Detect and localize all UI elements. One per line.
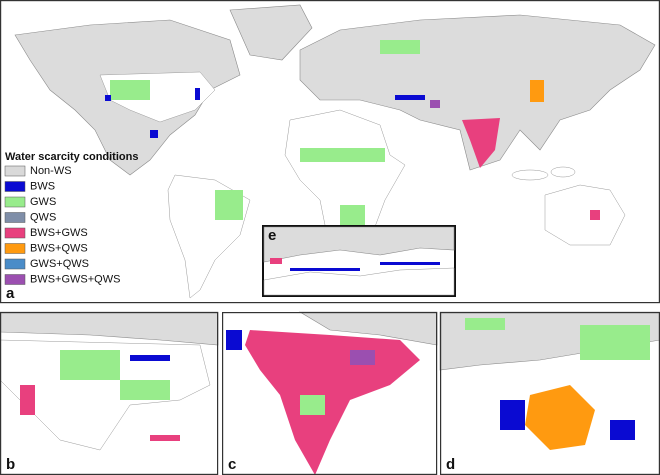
legend-label: BWS — [30, 180, 55, 192]
australia — [544, 184, 626, 246]
patch — [350, 350, 375, 365]
africa-inset — [263, 267, 455, 296]
panel-b: b — [0, 311, 219, 475]
patch — [580, 325, 650, 360]
patch — [150, 130, 158, 138]
patch — [590, 210, 600, 220]
panel-b-frame — [0, 312, 219, 475]
patch — [20, 385, 35, 415]
patch — [380, 40, 420, 54]
legend-label: BWS+GWS — [30, 227, 88, 239]
panel-d-frame — [440, 312, 660, 475]
panel-d: d — [439, 311, 660, 475]
patch — [105, 95, 111, 101]
legend-title: Water scarcity conditions — [5, 151, 138, 163]
patch — [60, 350, 120, 380]
patch — [380, 262, 440, 265]
patch — [462, 118, 500, 168]
patch — [610, 420, 635, 440]
patch — [500, 400, 525, 430]
panel-a-frame — [0, 0, 660, 304]
patch — [430, 100, 440, 108]
panel-label: c — [228, 456, 236, 473]
panel-e: e — [262, 225, 456, 297]
greenland — [229, 4, 313, 61]
legend-swatch — [4, 212, 26, 223]
panel-label: a — [6, 285, 15, 302]
legend-swatch — [4, 243, 26, 254]
patch — [300, 148, 385, 162]
legend-label: Non-WS — [30, 165, 72, 177]
patch — [226, 330, 242, 350]
legend-swatch — [4, 227, 26, 239]
patch — [270, 258, 282, 264]
legend-swatch — [4, 258, 26, 270]
legend-swatch — [4, 165, 26, 177]
patch — [525, 385, 595, 450]
patch — [130, 355, 170, 361]
legend-swatch — [4, 181, 26, 192]
patch — [150, 435, 180, 441]
panel-label: b — [6, 456, 15, 473]
legend-label: BWS+GWS+QWS — [30, 273, 120, 285]
scarcity-patches — [105, 40, 600, 240]
patch — [290, 268, 360, 271]
patch — [395, 95, 425, 100]
legend-label: QWS — [30, 211, 56, 223]
patch — [245, 330, 420, 475]
panel-c-frame — [222, 312, 438, 475]
patch — [300, 395, 325, 415]
legend-swatch — [4, 274, 26, 285]
patch — [215, 190, 243, 220]
panel-c: c — [222, 311, 438, 475]
patch — [120, 380, 170, 400]
indonesia — [511, 169, 549, 181]
panel-label: d — [446, 456, 455, 473]
legend-swatch — [4, 196, 26, 208]
legend-label: GWS — [30, 196, 56, 208]
panel-label: e — [268, 227, 276, 244]
legend-label: BWS+QWS — [30, 242, 88, 254]
patch — [110, 80, 150, 100]
legend-label: GWS+QWS — [30, 258, 89, 270]
legend: Water scarcity conditions Non-WS BWS GWS QW… — [4, 151, 138, 285]
new-guinea — [550, 166, 576, 178]
patch — [530, 80, 544, 102]
patch — [195, 88, 200, 100]
patch — [465, 318, 505, 330]
usa-mexico — [0, 339, 211, 451]
